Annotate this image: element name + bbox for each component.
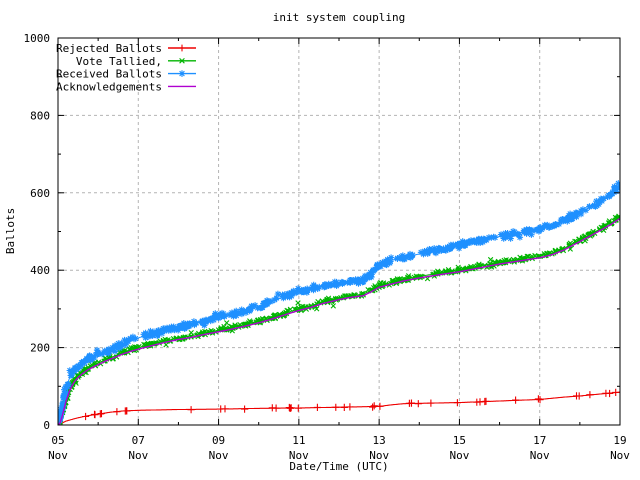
x-tick-label-month: Nov [610, 449, 630, 462]
series-rejected-ballots [58, 388, 620, 425]
legend-label: Acknowledgements [56, 80, 162, 93]
legend-sample-marker [178, 44, 186, 52]
y-tick-label: 800 [30, 109, 50, 122]
tick-labels: 05 Nov 07 Nov 09 Nov 11 Nov 13 Nov 15 Nov 17 Nov 19 Nov… [24, 32, 631, 462]
y-tick-label: 0 [43, 419, 50, 432]
x-tick-label-month: Nov [209, 449, 229, 462]
legend-sample-marker [178, 70, 186, 77]
y-tick-label: 1000 [24, 32, 51, 45]
legend-label: Received Ballots [56, 68, 162, 81]
y-tick-label: 400 [30, 264, 50, 277]
y-tick-label: 600 [30, 187, 50, 200]
series-markers [82, 388, 620, 421]
x-tick-label-day: 13 [373, 434, 386, 447]
chart-title: init system coupling [273, 11, 405, 24]
x-tick-label-month: Nov [48, 449, 68, 462]
legend-entry-vote-tallied: Vote Tallied, [76, 55, 196, 68]
x-axis-label: Date/Time (UTC) [289, 460, 388, 473]
legend-label: Rejected Ballots [56, 42, 162, 55]
x-tick-label-month: Nov [449, 449, 469, 462]
x-tick-label-day: 09 [212, 434, 225, 447]
series-received-ballots [58, 180, 620, 425]
legend-label: Vote Tallied, [76, 55, 162, 68]
legend-entry-acknowledgements: Acknowledgements [56, 80, 196, 93]
legend-entry-rejected-ballots: Rejected Ballots [56, 42, 196, 55]
x-tick-label-month: Nov [530, 449, 550, 462]
legend-sample-marker [179, 58, 185, 64]
y-tick-label: 200 [30, 342, 50, 355]
x-tick-label-day: 05 [51, 434, 64, 447]
plot-border-and-ticks [57, 37, 621, 426]
series-acknowledgements [58, 217, 620, 425]
legend-entry-received-ballots: Received Ballots [56, 68, 196, 81]
series-markers [58, 180, 620, 425]
x-tick-label-day: 11 [292, 434, 305, 447]
x-tick-label-day: 07 [132, 434, 145, 447]
x-tick-label-day: 19 [613, 434, 626, 447]
data-series [58, 180, 620, 425]
y-axis-label: Ballots [4, 208, 17, 254]
x-tick-label-day: 17 [533, 434, 546, 447]
x-tick-label-day: 15 [453, 434, 466, 447]
series-line [58, 217, 620, 425]
x-tick-label-month: Nov [128, 449, 148, 462]
x-tick-label-month: Nov [369, 449, 389, 462]
x-tick-label-month: Nov [289, 449, 309, 462]
